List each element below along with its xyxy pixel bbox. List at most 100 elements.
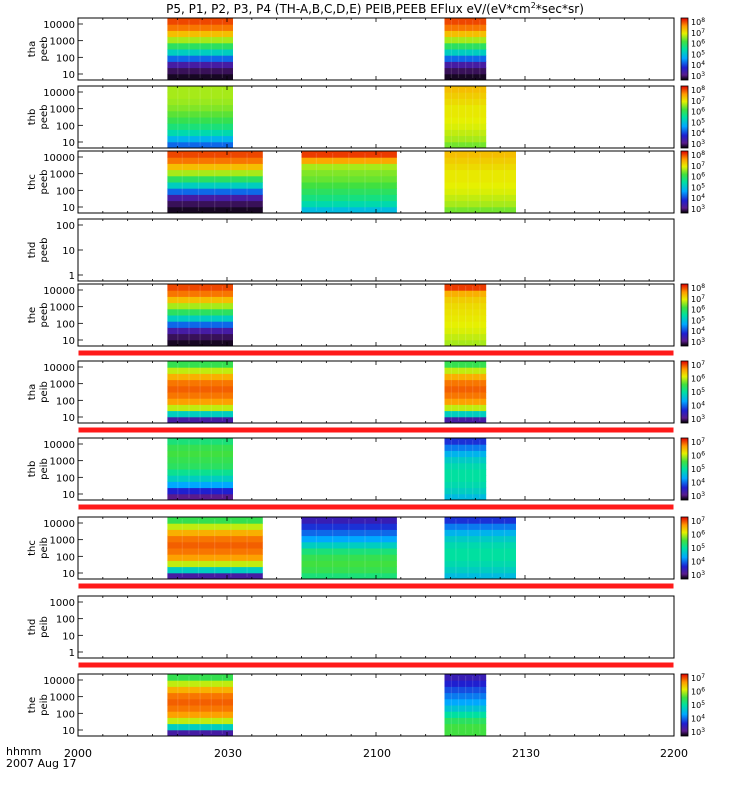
spectrogram-band (167, 321, 233, 328)
spectrogram-block (167, 151, 263, 214)
spectrogram-streak (472, 676, 474, 734)
spectrogram-band (444, 194, 516, 202)
spectrogram-streak (472, 88, 474, 146)
spectrogram-streak (457, 363, 460, 421)
y-axis-title-probe: tha (27, 41, 38, 57)
spectrogram-streak (465, 363, 467, 421)
spectrogram-streak (221, 363, 223, 421)
spectrogram-band (301, 188, 397, 195)
y-axis-title-probe: the (27, 307, 38, 323)
colorbar: 107 106 105 104 103 (680, 437, 705, 501)
colorbar-tick-label: 106 (691, 39, 705, 49)
spectrogram-band (167, 110, 233, 118)
spectrogram-band (444, 529, 516, 537)
spectrogram-band (444, 410, 487, 418)
y-tick-label: 10 (62, 246, 75, 257)
colorbar-tick-label: 105 (691, 387, 705, 397)
red-separator-bar (77, 426, 675, 434)
spectrogram-band (167, 361, 233, 368)
y-tick-label: 10000 (43, 363, 75, 374)
colorbar-tick-label: 103 (691, 139, 705, 149)
spectrogram-band (167, 141, 233, 149)
spectrogram-block (167, 361, 233, 424)
spectrogram-band (167, 680, 233, 687)
spectrogram-streak (188, 20, 190, 78)
spectrogram-streak (221, 286, 223, 344)
spectrogram-streak (491, 153, 493, 211)
spectrogram-band (167, 398, 233, 405)
x-axis: 2000 2030 2100 2130 2200 hhmm 2007 Aug 1… (6, 745, 688, 770)
y-tick-label: 10000 (43, 519, 75, 530)
spectrogram-band (444, 296, 487, 304)
colorbar-tick-label: 107 (691, 673, 705, 683)
spectrogram-band (167, 67, 233, 75)
spectrogram-band (444, 444, 487, 451)
y-tick-label: 10 (62, 336, 75, 347)
spectrogram-band (301, 169, 397, 177)
spectrogram-band (444, 92, 487, 99)
colorbar-tick-label: 104 (691, 60, 705, 70)
spectrogram-streak (479, 153, 481, 211)
colorbar-tick-label: 105 (691, 543, 705, 553)
spectrogram-band (444, 560, 516, 568)
panel-frame (77, 595, 675, 659)
y-tick-label: 10000 (43, 20, 75, 31)
y-tick-label: 1000 (50, 598, 75, 609)
y-tick-label: 100 (56, 53, 75, 64)
spectrogram-band (167, 117, 233, 124)
colorbar: 107 106 105 104 103 (680, 516, 705, 580)
spectrogram-band (301, 541, 397, 549)
spectrogram-band (167, 698, 233, 706)
colorbar-scale (680, 360, 689, 424)
spectrogram-band (444, 416, 487, 424)
spectrogram-band (167, 92, 233, 99)
spectrogram-streak (181, 153, 183, 211)
x-tick-label-2200: 2200 (660, 747, 688, 760)
spectrogram-band (301, 566, 397, 574)
colorbar-tick-label: 106 (691, 374, 705, 384)
spectrogram-streak (210, 20, 212, 78)
y-tick-label: 100 (56, 319, 75, 330)
spectrogram-band (444, 493, 487, 501)
spectrogram-streak (457, 88, 460, 146)
spectrogram-block (167, 517, 263, 580)
spectrogram-streak (503, 519, 506, 577)
spectrogram-band (167, 410, 233, 418)
spectrogram-streak (364, 519, 366, 577)
spectrogram-band (167, 206, 263, 214)
spectrogram-band (301, 517, 397, 524)
spectrogram-band (444, 129, 487, 137)
y-axis-title-product: peib (39, 381, 50, 403)
spectrogram-band (167, 135, 233, 143)
spectrogram-band (167, 444, 233, 451)
spectrogram-streak (348, 519, 350, 577)
spectrogram-streak (315, 519, 317, 577)
y-tick-label: 100 (56, 615, 75, 626)
spectrogram-band (444, 321, 487, 328)
colorbar-tick-label: 103 (691, 727, 705, 737)
y-tick-label: 100 (56, 396, 75, 407)
spectrogram-streak (210, 440, 212, 498)
spectrogram-band (444, 339, 487, 347)
spectrogram-streak (503, 153, 506, 211)
spectrogram-band (167, 42, 233, 50)
spectrogram-band (167, 416, 233, 424)
red-separator-bar (77, 582, 675, 590)
spectrogram-band (444, 723, 487, 731)
spectrogram-streak (332, 519, 334, 577)
y-axis-title-probe: thd (27, 242, 38, 259)
spectrogram-band (167, 98, 233, 106)
spectrogram-block (444, 151, 516, 214)
spectrogram-band (444, 169, 516, 177)
y-axis-title-probe: thc (27, 540, 38, 556)
spectrogram-band (301, 548, 397, 555)
spectrogram-band (444, 157, 516, 164)
spectrogram-band (444, 711, 487, 718)
spectrogram-streak (177, 440, 179, 498)
spectrogram-streak (457, 20, 460, 78)
spectrogram-band (167, 61, 233, 69)
spectrogram-band (444, 206, 516, 214)
spectrogram-streak (479, 519, 481, 577)
spectrogram-band (167, 333, 233, 341)
